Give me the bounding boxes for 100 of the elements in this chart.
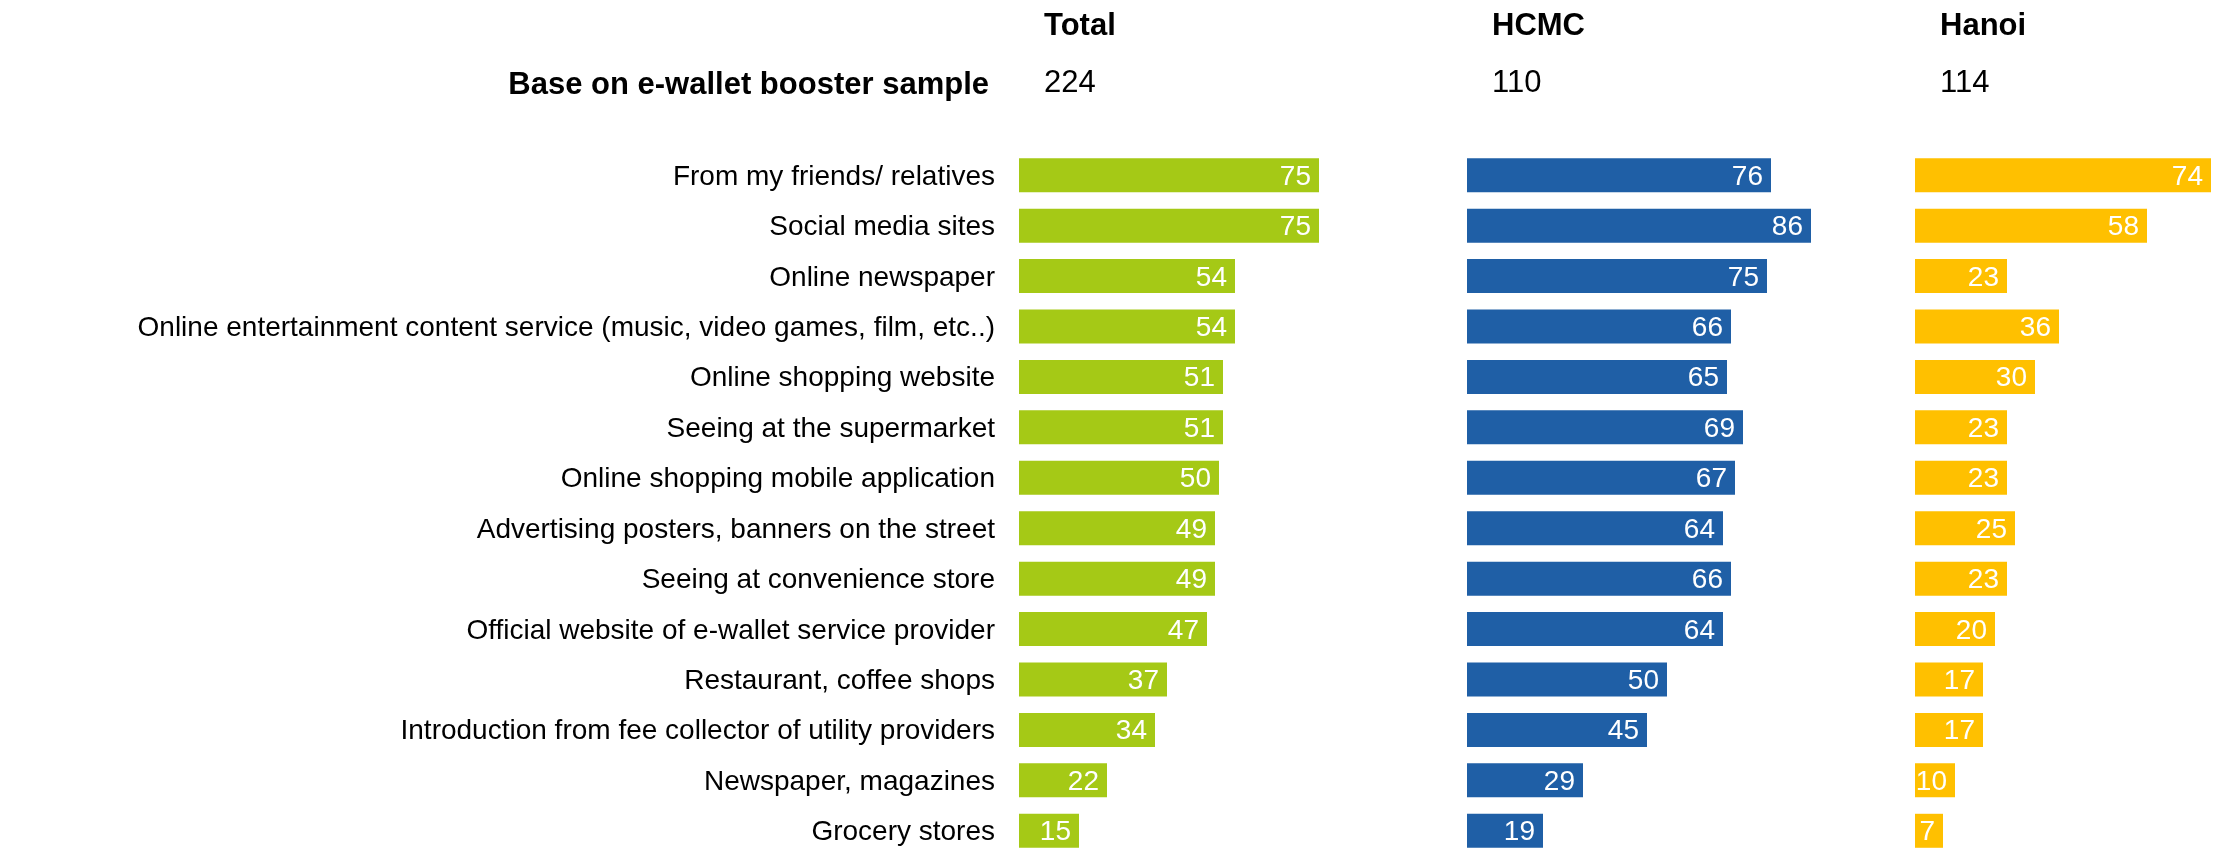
chart-title: Total [1044, 7, 1116, 42]
data-label: 49 [1175, 512, 1207, 544]
bar [1467, 158, 1771, 193]
data-label: 34 [1115, 714, 1147, 746]
data-label: 20 [1955, 613, 1987, 645]
data-label: 51 [1183, 411, 1215, 443]
bar [1467, 359, 1727, 394]
data-label: 76 [1731, 159, 1763, 191]
data-label: 25 [1975, 512, 2007, 544]
data-label: 45 [1607, 714, 1639, 746]
data-label: 50 [1179, 462, 1211, 494]
data-label: 47 [1167, 613, 1199, 645]
y-tick-label: Advertising posters, banners on the street [476, 512, 996, 544]
bar [1915, 813, 1943, 848]
bar [1019, 561, 1215, 596]
data-label: 36 [2019, 311, 2051, 342]
chart-subtitle: 224 [1044, 64, 1096, 99]
y-tick-label: Online shopping mobile application [560, 462, 995, 494]
y-tick-label: Official website of e-wallet service provider [466, 613, 995, 645]
bar [1915, 158, 2211, 193]
bar [1467, 662, 1667, 697]
data-label: 50 [1627, 664, 1659, 695]
bar [1467, 561, 1731, 596]
y-tick-label: Newspaper, magazines [703, 764, 995, 796]
y-tick-label: Social media sites [769, 210, 995, 242]
data-label: 66 [1691, 311, 1723, 342]
text: Base on e-wallet booster sample [508, 66, 989, 101]
data-label: 54 [1195, 311, 1227, 342]
data-label: 23 [1967, 411, 1999, 443]
bar [1467, 612, 1723, 647]
bar [1019, 460, 1219, 495]
data-label: 67 [1695, 462, 1727, 494]
y-tick-label: Grocery stores [811, 815, 995, 847]
y-tick-label: Online shopping website [689, 361, 995, 393]
data-label: 7 [1919, 815, 1935, 847]
chart-subtitle: 114 [1940, 64, 1990, 99]
chart-title: HCMC [1492, 7, 1585, 42]
data-label: 30 [1995, 361, 2027, 393]
bar [1467, 511, 1723, 546]
y-tick-label: Seeing at convenience store [641, 563, 995, 595]
data-label: 10 [1915, 764, 1947, 796]
data-label: 75 [1727, 260, 1759, 292]
data-label: 54 [1195, 260, 1227, 292]
chart-subtitle: 110 [1492, 64, 1542, 99]
bar [1467, 712, 1647, 747]
bar [1019, 208, 1319, 243]
data-label: 37 [1127, 664, 1159, 695]
bar [1915, 612, 1995, 647]
bar [1019, 712, 1155, 747]
data-label: 17 [1943, 664, 1975, 695]
data-label: 23 [1967, 260, 1999, 292]
bar [1467, 460, 1735, 495]
bar [1915, 410, 2007, 445]
bar [1019, 309, 1235, 344]
bar [1915, 712, 1983, 747]
data-label: 19 [1503, 815, 1535, 847]
bar [1915, 460, 2007, 495]
bar [1915, 561, 2007, 596]
bar [1019, 410, 1223, 445]
data-label: 65 [1687, 361, 1719, 393]
bar [1915, 359, 2035, 394]
chart-title: Hanoi [1940, 7, 2027, 42]
data-label: 74 [2171, 159, 2203, 191]
data-label: 58 [2107, 210, 2139, 242]
y-tick-label: Restaurant, coffee shops [684, 664, 995, 695]
bar [1467, 813, 1543, 848]
y-tick-label: From my friends/ relatives [672, 159, 995, 191]
bar [1915, 208, 2147, 243]
data-label: 49 [1175, 563, 1207, 595]
data-label: 75 [1279, 210, 1311, 242]
data-label: 51 [1183, 361, 1215, 393]
data-label: 23 [1967, 462, 1999, 494]
bar [1915, 511, 2015, 546]
data-label: 64 [1683, 613, 1715, 645]
bar [1019, 259, 1235, 294]
data-label: 66 [1691, 563, 1723, 595]
bar [1467, 410, 1743, 445]
data-label: 15 [1039, 815, 1071, 847]
data-label: 29 [1543, 764, 1575, 796]
bar [1019, 662, 1167, 697]
bar [1915, 662, 1983, 697]
bar [1467, 259, 1767, 294]
bar [1915, 259, 2007, 294]
bar [1467, 208, 1811, 243]
bar [1467, 309, 1731, 344]
bar [1915, 309, 2059, 344]
bar [1019, 763, 1107, 798]
bar [1019, 359, 1223, 394]
bar [1019, 511, 1215, 546]
data-label: 69 [1703, 411, 1735, 443]
data-label: 22 [1067, 764, 1099, 796]
y-tick-label: Introduction from fee collector of utility providers [400, 714, 995, 746]
bar [1019, 158, 1319, 193]
data-label: 23 [1967, 563, 1999, 595]
bar [1019, 612, 1207, 647]
y-tick-label: Online entertainment content service (music, video games, film, etc..) [137, 311, 995, 342]
data-label: 86 [1771, 210, 1803, 242]
data-label: 75 [1279, 159, 1311, 191]
data-label: 64 [1683, 512, 1715, 544]
data-label: 17 [1943, 714, 1975, 746]
